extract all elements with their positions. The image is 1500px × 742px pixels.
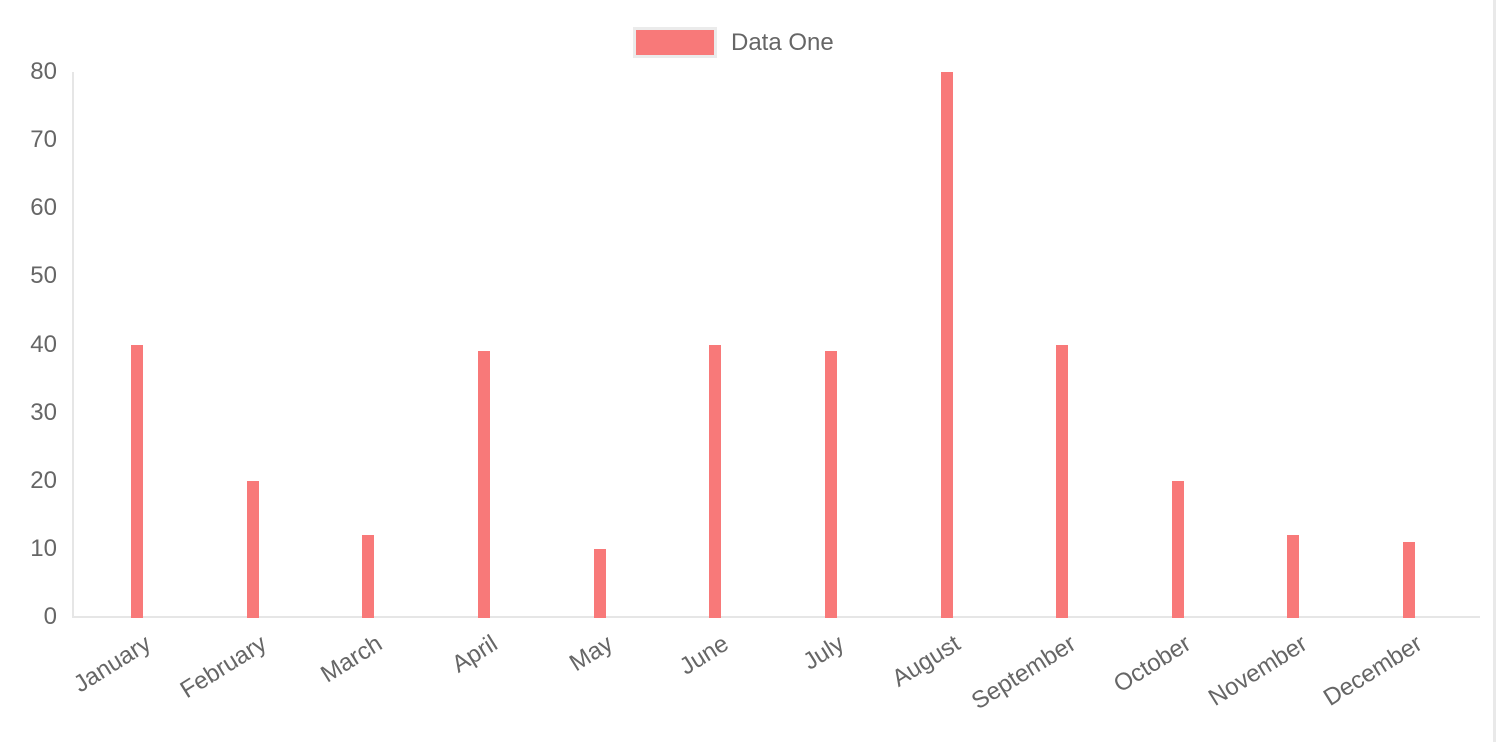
y-axis-tick-label: 30: [30, 398, 57, 426]
x-axis-label: July: [798, 630, 850, 676]
bar-august[interactable]: [940, 72, 953, 618]
bar-november[interactable]: [1287, 535, 1300, 618]
bar-september[interactable]: [1056, 344, 1069, 618]
x-axis-label: January: [68, 630, 156, 699]
y-axis-tick-label: 0: [43, 603, 57, 630]
bar-october[interactable]: [1171, 480, 1184, 618]
y-axis-tick-label: 40: [30, 330, 57, 358]
x-axis-label: February: [175, 630, 271, 704]
bar-july[interactable]: [824, 351, 837, 618]
y-axis-tick-label: 20: [30, 466, 57, 494]
x-axis-label: September: [966, 630, 1081, 716]
y-axis-tick-label: 80: [30, 58, 57, 85]
x-axis-label: April: [447, 630, 503, 679]
x-axis-label: November: [1203, 630, 1312, 712]
container-right-border: [1493, 0, 1496, 742]
bar-january[interactable]: [131, 344, 144, 618]
chart-legend[interactable]: Data One: [633, 27, 834, 58]
x-axis-label: August: [887, 630, 965, 693]
bar-february[interactable]: [246, 480, 259, 618]
y-axis-tick-label: 50: [30, 262, 57, 290]
legend-label: Data One: [731, 29, 834, 56]
bar-march[interactable]: [362, 535, 375, 618]
bar-may[interactable]: [593, 548, 606, 618]
y-axis-tick-label: 70: [30, 126, 57, 154]
x-axis-line: [72, 616, 1480, 618]
x-axis-label: December: [1319, 630, 1428, 712]
x-axis-label: March: [315, 630, 387, 689]
x-axis-label: May: [565, 630, 618, 677]
x-axis-label: October: [1109, 630, 1197, 699]
y-axis-tick-label: 10: [30, 534, 57, 562]
bar-april[interactable]: [477, 351, 490, 618]
y-axis-tick-label: 60: [30, 194, 57, 222]
y-axis-line: [72, 72, 74, 618]
bar-december[interactable]: [1403, 542, 1416, 618]
x-axis-label: June: [675, 630, 734, 681]
legend-swatch-icon: [633, 27, 717, 58]
bar-june[interactable]: [709, 344, 722, 618]
